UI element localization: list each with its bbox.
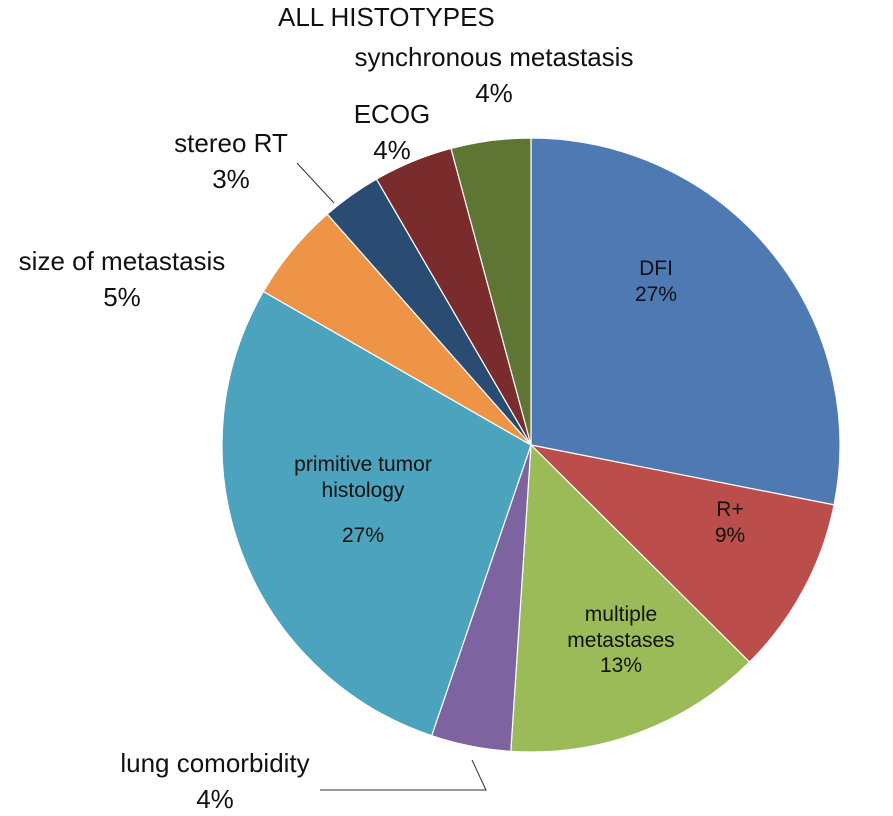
- slice-name-label: ECOG: [353, 99, 431, 129]
- slice-label: DFI 27%: [635, 256, 677, 307]
- slice-label: synchronous metastasis 4%: [355, 42, 634, 109]
- slice-name-label: metastases: [567, 628, 675, 652]
- slice-label: ECOG 4%: [354, 99, 431, 166]
- leader-line: [320, 759, 487, 791]
- pie-slice-dfi: [530, 137, 841, 506]
- pie-slice-multiple-metastases: [510, 443, 751, 753]
- slice-label: primitive tumor histology 27%: [294, 452, 432, 549]
- slice-name-label: DFI: [639, 257, 673, 280]
- slice-label: multiple metastases 13%: [567, 602, 674, 679]
- slice-name-label: synchronous metastasis: [354, 42, 634, 72]
- slice-name-label: stereo RT: [174, 128, 288, 158]
- slice-value-label: 4%: [475, 77, 513, 108]
- slice-label: stereo RT 3%: [174, 128, 288, 195]
- slice-name-label: R+: [716, 498, 744, 521]
- slice-value-label: 9%: [714, 523, 746, 547]
- slice-value-label: 5%: [103, 281, 141, 312]
- slice-value-label: 13%: [599, 654, 643, 678]
- leader-line: [296, 162, 335, 204]
- slice-name-label: lung comorbidity: [120, 748, 310, 778]
- slice-value-label: 4%: [196, 783, 234, 814]
- pie-slice-primitive-tumor-histology: [221, 290, 532, 737]
- slice-label: size of metastasis 5%: [19, 246, 226, 313]
- chart-title: ALL HISTOTYPES: [278, 2, 495, 32]
- slice-label: R+ 9%: [715, 497, 745, 548]
- slice-label: lung comorbidity 4%: [120, 748, 309, 815]
- slice-name-label: primitive tumor: [294, 453, 432, 476]
- slice-value-label: 27%: [634, 282, 678, 306]
- slice-value-label: 27%: [341, 524, 385, 548]
- slice-name-label: multiple: [584, 603, 658, 626]
- pie-slice-synchronous-metastasis: [450, 137, 532, 446]
- slice-name-label: size of metastasis: [18, 246, 226, 276]
- slice-value-label: 3%: [212, 163, 250, 194]
- slice-value-label: 4%: [373, 134, 411, 165]
- pie-slice-r-: [529, 444, 835, 663]
- slice-name-label: histology: [321, 478, 405, 502]
